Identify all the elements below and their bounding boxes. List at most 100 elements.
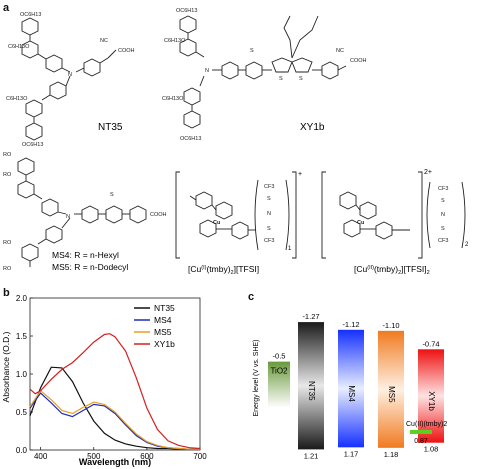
nt35-n: N (68, 72, 72, 78)
ms-cooh: COOH (150, 212, 167, 218)
cu1-charge: + (298, 171, 302, 178)
structures-panel: OC6H13 C6H13O N NC COOH C6H13O OC6H13 NT… (3, 8, 469, 276)
xy1b-nc: NC (336, 48, 344, 54)
bar-name-xy1b: XY1b (427, 391, 436, 411)
ms-n: N (66, 214, 70, 220)
bar-name-nt35: NT35 (307, 381, 316, 401)
level-name-cu2: Cu(II)(tmby)2 (406, 421, 447, 428)
nt35-structure: OC6H13 C6H13O N NC COOH C6H13O OC6H13 (6, 12, 135, 148)
bar-top-label-ms5: -1.10 (382, 321, 399, 330)
cu1-s-bottom: S (267, 226, 271, 232)
y-tick-label: 1.5 (16, 332, 28, 341)
cu2-name: [Cu(II)(tmby)2][TFSI]2 (354, 264, 430, 276)
xy1b-s-2: S (299, 76, 303, 82)
x-tick-label: 400 (34, 452, 48, 461)
ms-ro-top: RO (3, 152, 12, 158)
cu1-n: N (267, 211, 271, 217)
x-tick-label: 700 (193, 452, 207, 461)
ms5-label: MS5: R = n-Dodecyl (52, 262, 128, 272)
nt35-c6h13o-top: C6H13O (8, 44, 30, 50)
cu2-s-top: S (441, 198, 445, 204)
legend-label-ms5: MS5 (154, 327, 172, 337)
cu2-charge: 2+ (424, 169, 432, 176)
xy1b-name: XY1b (300, 122, 325, 133)
bar-ms4 (338, 329, 364, 448)
bar-tio2 (268, 361, 290, 408)
cu1-s-top: S (267, 196, 271, 202)
level-bar-cu2 (410, 429, 432, 434)
bar-top-label-xy1b: -0.74 (422, 339, 439, 348)
xy1b-s-1: S (279, 76, 283, 82)
bar-top-label-tio2: -0.5 (273, 352, 286, 361)
cu1-name: [Cu(I)(tmby)2][TFSI] (188, 264, 259, 276)
bar-bottom-label-ms4: 1.17 (344, 449, 359, 458)
y-tick-label: 1.0 (16, 370, 28, 379)
legend-label-xy1b: XY1b (154, 339, 175, 349)
bar-bottom-label-xy1b: 1.08 (424, 445, 439, 454)
ms-structure: RO RO N S COOH RO RO (3, 152, 167, 272)
series-line-ms4 (29, 392, 200, 450)
bar-name-ms4: MS4 (347, 385, 356, 402)
nt35-c6h13o-bottom: C6H13O (6, 96, 28, 102)
nt35-nc: NC (100, 38, 108, 44)
bar-name-tio2: TiO2 (270, 367, 288, 376)
cu2-s-bottom: S (441, 226, 445, 232)
y-tick-label: 0.5 (16, 408, 28, 417)
ms-ro-mid: RO (3, 172, 12, 178)
cu2-cu: Cu (357, 220, 364, 226)
xy1b-structure: OC6H13 C6H13O N S S S NC COOH C6H13O OC6… (162, 8, 367, 142)
y-axis-label: Absorbance (O.D.) (1, 331, 11, 402)
bar-nt35 (298, 322, 324, 450)
energy-level-chart: Energy level (V vs. SHE) -0.5 TiO2 -1.27 1.… (253, 312, 447, 460)
bar-ms5 (378, 330, 404, 448)
cu2-sub: 2 (465, 242, 469, 248)
ms-ro-low: RO (3, 240, 12, 246)
bar-top-label-ms4: -1.12 (342, 320, 359, 329)
x-tick-label: 500 (87, 452, 101, 461)
plot-frame (29, 297, 201, 451)
panel-label-c: c (248, 291, 255, 303)
nt35-oc6-top: OC6H13 (20, 12, 41, 18)
nt35-cooh: COOH (118, 48, 135, 54)
x-axis-label: Wavelength (nm) (79, 457, 151, 467)
y-tick-label: 2.0 (16, 294, 28, 303)
cu1-cu: Cu (213, 220, 220, 226)
bar-top-label-nt35: -1.27 (302, 312, 319, 321)
xy1b-oc6-top: OC6H13 (176, 8, 197, 14)
absorbance-chart: Absorbance (O.D.) Wavelength (nm) 400 500… (1, 294, 207, 467)
cu2-n: N (441, 212, 445, 218)
bar-xy1b (418, 349, 444, 443)
nt35-oc6-bottom: OC6H13 (22, 142, 43, 148)
y-tick-label: 0.0 (16, 446, 28, 455)
series-line-ms5 (29, 389, 200, 450)
cu1-sub: 1 (288, 246, 292, 252)
cu1-cf3-top: CF3 (264, 184, 274, 190)
bar-name-ms5: MS5 (387, 386, 396, 403)
x-tick-label: 600 (140, 452, 154, 461)
series-line-xy1b (29, 333, 201, 450)
cu1-cf3-bottom: CF3 (264, 238, 274, 244)
xy1b-n: N (205, 68, 209, 74)
xy1b-c6h13o-bottom: C6H13O (162, 96, 184, 102)
legend-label-nt35: NT35 (154, 303, 175, 313)
level-label-cu2: 0.87 (414, 438, 428, 445)
ms-ro-bottom: RO (3, 266, 12, 272)
ms-s: S (110, 192, 114, 198)
cu2-cf3-bottom: CF3 (438, 238, 448, 244)
energy-y-axis-label: Energy level (V vs. SHE) (253, 339, 260, 416)
xy1b-s-bt: S (250, 48, 254, 54)
cu2-complex: 2+ Cu CF3 S N S CF3 2 (321, 169, 469, 259)
xy1b-cooh: COOH (350, 58, 367, 64)
cu1-complex: + Cu CF3 S N S CF3 1 (175, 171, 302, 259)
ms4-label: MS4: R = n-Hexyl (52, 250, 119, 260)
panel-label-b: b (3, 287, 10, 299)
nt35-name: NT35 (98, 122, 123, 133)
xy1b-c6h13o-top: C6H13O (164, 38, 186, 44)
xy1b-oc6-bottom: OC6H13 (180, 136, 201, 142)
bar-bottom-label-ms5: 1.18 (384, 450, 399, 459)
cu2-cf3-top: CF3 (438, 186, 448, 192)
legend-label-ms4: MS4 (154, 315, 172, 325)
bar-bottom-label-nt35: 1.21 (304, 451, 319, 460)
series-line-nt35 (29, 366, 200, 450)
panel-label-a: a (3, 2, 10, 14)
